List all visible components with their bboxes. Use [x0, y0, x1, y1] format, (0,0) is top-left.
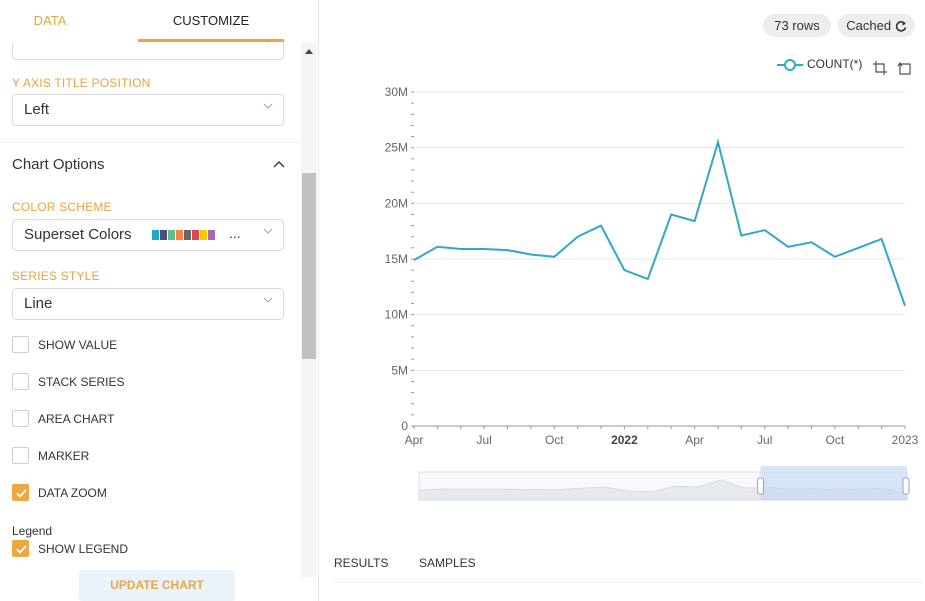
zoom-select-icon[interactable] — [872, 60, 888, 76]
series-style-value: Line — [24, 295, 53, 312]
y-axis-title-position-label: Y AXIS TITLE POSITION — [12, 76, 151, 90]
y-tick-label: 20M — [385, 196, 408, 210]
x-tick-label: Apr — [685, 433, 704, 447]
cached-badge[interactable]: Cached — [838, 14, 915, 37]
customize-panel: DATA CUSTOMIZE 15 Y AXIS TITLE POSITION … — [0, 0, 319, 601]
area-chart-checkbox[interactable] — [12, 410, 29, 427]
zoom-move-handle[interactable] — [760, 466, 907, 472]
tab-samples[interactable]: SAMPLES — [419, 556, 476, 570]
show-value-label: SHOW VALUE — [38, 338, 118, 352]
check-icon — [16, 545, 27, 554]
color-swatch — [168, 230, 175, 240]
data-zoom-checkbox[interactable] — [12, 484, 29, 501]
row-count-badge: 73 rows — [763, 14, 831, 37]
chevron-down-icon — [263, 103, 273, 109]
x-tick-label: 2023 — [892, 433, 919, 447]
stack-series-label: STACK SERIES — [38, 375, 125, 389]
color-swatch — [200, 230, 207, 240]
color-swatch — [176, 230, 183, 240]
series-style-select[interactable]: Line — [12, 288, 284, 320]
color-swatch — [208, 230, 215, 240]
refresh-icon[interactable] — [895, 20, 907, 32]
y-tick-label: 0 — [401, 419, 408, 433]
data-zoom-label: DATA ZOOM — [38, 486, 107, 500]
area-chart-label: AREA CHART — [38, 412, 115, 426]
zoom-reset-icon[interactable] — [897, 60, 913, 76]
series-line — [413, 138, 906, 307]
x-tick-label: Apr — [405, 433, 424, 447]
update-chart-button[interactable]: UPDATE CHART — [79, 570, 235, 601]
stack-series-checkbox[interactable] — [12, 373, 29, 390]
color-scheme-label: COLOR SCHEME — [12, 200, 112, 214]
scrollbar-thumb[interactable] — [302, 173, 316, 359]
legend-section-heading: Legend — [12, 524, 53, 538]
marker-label: MARKER — [38, 449, 90, 463]
x-tick-label: Jul — [476, 433, 491, 447]
active-tab-indicator — [138, 39, 284, 42]
x-tick-label: Jul — [757, 433, 772, 447]
check-icon — [16, 489, 27, 498]
chevron-down-icon — [267, 42, 269, 43]
y-tick-label: 25M — [385, 141, 408, 155]
zoom-end-handle[interactable] — [902, 477, 910, 495]
data-zoom-slider[interactable] — [418, 466, 910, 506]
y-tick-label: 30M — [385, 85, 408, 99]
tabs-divider — [334, 582, 922, 583]
chart-options-title[interactable]: Chart Options — [12, 156, 105, 173]
series-style-label: SERIES STYLE — [12, 269, 100, 283]
chevron-down-icon — [263, 297, 273, 303]
legend-series-icon[interactable] — [777, 56, 803, 74]
color-scheme-value: Superset Colors — [24, 226, 132, 243]
y-tick-label: 5M — [391, 363, 408, 377]
partial-select[interactable]: 15 — [12, 42, 284, 60]
y-axis-title-position-select[interactable]: Left — [12, 94, 284, 126]
x-tick-label: 2022 — [611, 433, 638, 447]
zoom-selected-range[interactable] — [760, 472, 907, 500]
line-chart: 0 5M 10M 15M 20M 25M 30M Apr Jul Oct 2022 Apr Jul Oct… — [385, 85, 919, 447]
controls-scroll-area: 15 Y AXIS TITLE POSITION Left Chart Opti… — [0, 42, 300, 577]
color-scheme-select[interactable]: Superset Colors ... — [12, 219, 284, 251]
color-swatches — [152, 230, 216, 240]
marker-checkbox[interactable] — [12, 447, 29, 464]
panel-tabs: DATA CUSTOMIZE — [0, 0, 300, 42]
show-legend-checkbox[interactable] — [12, 540, 29, 557]
x-tick-label: Oct — [826, 433, 845, 447]
tab-data[interactable]: DATA — [33, 13, 67, 28]
y-tick-label: 10M — [385, 308, 408, 322]
color-swatch — [160, 230, 167, 240]
show-value-checkbox[interactable] — [12, 336, 29, 353]
partial-select-value: 15 — [24, 42, 41, 44]
chevron-up-icon[interactable] — [273, 159, 285, 171]
zoom-start-handle[interactable] — [757, 477, 765, 495]
legend-series-label[interactable]: COUNT(*) — [807, 57, 863, 71]
section-divider — [0, 142, 300, 143]
color-scheme-ellipsis: ... — [229, 225, 241, 241]
y-tick-label: 15M — [385, 252, 408, 266]
color-swatch — [152, 230, 159, 240]
color-swatch — [184, 230, 191, 240]
show-legend-label: SHOW LEGEND — [38, 542, 129, 556]
chevron-down-icon — [263, 228, 273, 234]
x-tick-label: Oct — [545, 433, 564, 447]
color-swatch — [192, 230, 199, 240]
tab-results[interactable]: RESULTS — [334, 556, 389, 570]
y-axis-title-position-value: Left — [24, 101, 50, 118]
tab-customize[interactable]: CUSTOMIZE — [172, 13, 250, 28]
cached-label: Cached — [846, 18, 892, 33]
scroll-up-arrow-icon[interactable] — [304, 47, 314, 55]
